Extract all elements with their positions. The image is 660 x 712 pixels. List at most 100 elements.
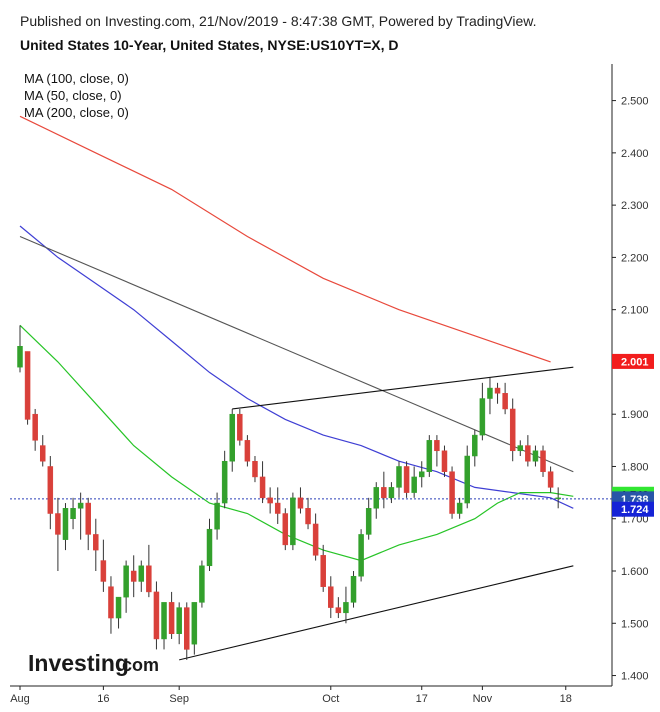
candle [487, 377, 493, 415]
chart-title: United States 10-Year, United States, NY… [20, 37, 399, 53]
price-badge-low: 1.724 [612, 501, 654, 517]
candle [290, 492, 296, 551]
candle [146, 544, 152, 598]
candle [358, 529, 364, 582]
candle [138, 560, 145, 592]
candle-body [191, 602, 198, 645]
candle-body [77, 502, 84, 509]
candle [130, 555, 137, 598]
candle-body [411, 476, 417, 493]
candle-body [434, 440, 440, 452]
candle [547, 466, 554, 493]
candle [85, 497, 91, 551]
candle-body [130, 570, 137, 582]
candle-body [502, 393, 508, 410]
logo-wordmark: Investing [28, 650, 129, 676]
ma50-layer [19, 324, 574, 562]
candle [123, 560, 129, 613]
candle-body [464, 455, 470, 504]
candle-body [100, 560, 107, 582]
candle [335, 597, 342, 619]
candle [502, 382, 508, 415]
ma100-layer [19, 225, 574, 509]
candle-body [176, 607, 182, 634]
candle-body [328, 586, 334, 608]
candle [274, 487, 281, 524]
candle [320, 544, 326, 592]
candle-body [388, 487, 395, 499]
candle-body [305, 508, 311, 525]
y-tick-label: 1.600 [621, 566, 649, 578]
candle [411, 466, 417, 498]
candle-body [244, 440, 251, 462]
candle [509, 398, 516, 462]
y-tick-label: 2.100 [621, 305, 649, 317]
candle [418, 461, 425, 488]
candle-body [123, 565, 129, 598]
price-badge-bg [612, 501, 654, 517]
candle-body [290, 497, 296, 546]
candle [555, 487, 561, 509]
y-tick-label: 1.900 [621, 409, 649, 421]
y-tick-label: 1.700 [621, 514, 649, 526]
candle-body [108, 586, 114, 619]
trendline-layer [19, 235, 574, 661]
candle-body [540, 450, 546, 472]
candle-body [532, 450, 539, 462]
candle [472, 429, 478, 467]
candle-body [146, 565, 152, 593]
candle-body [297, 497, 304, 509]
candle-body [214, 502, 220, 530]
candle-body [259, 476, 266, 499]
ma-legend: MA (100, close, 0) MA (50, close, 0) MA … [24, 71, 129, 120]
trendline-lower-channel [179, 565, 574, 661]
ma100-line [19, 225, 574, 509]
candle-body [396, 466, 402, 488]
candle [373, 482, 380, 519]
candle [297, 487, 304, 514]
candle-body [221, 460, 228, 504]
candle-body [555, 497, 561, 500]
y-tick-label: 2.500 [621, 96, 649, 108]
candle-body [184, 607, 190, 650]
candle [282, 508, 289, 551]
candle-body [138, 565, 145, 582]
candle [191, 602, 198, 655]
ma200-line [19, 115, 551, 363]
candle-body [62, 508, 69, 540]
candle [100, 539, 107, 592]
candle-body [456, 502, 463, 514]
candle-body [168, 602, 175, 634]
y-tick-label: 1.400 [621, 671, 649, 683]
candle [108, 576, 114, 634]
candle [70, 497, 76, 530]
candle [426, 435, 433, 477]
logo-suffix: .com [117, 655, 159, 675]
candle-body [206, 528, 213, 567]
candle [479, 382, 486, 441]
candle-body [47, 466, 54, 514]
candle [540, 445, 546, 477]
candle-body [449, 471, 455, 514]
candle-body [547, 471, 554, 488]
candle-body [267, 497, 273, 504]
candle [229, 408, 235, 472]
candle-body [494, 387, 501, 394]
candle [39, 435, 46, 467]
candle-body [282, 513, 289, 546]
candle [206, 518, 213, 572]
ma200-layer [19, 115, 551, 363]
candle-body [403, 466, 410, 493]
candle-body [24, 351, 31, 420]
x-axis: Aug 16 Sep Oct 17 Nov 18 [10, 686, 572, 705]
price-badge-text: 2.001 [621, 356, 649, 368]
trendline-resistance [19, 235, 574, 473]
candle [532, 445, 539, 467]
candle-body [320, 555, 326, 587]
candle-body [426, 440, 433, 472]
candle-body [70, 508, 76, 519]
y-tick-label: 2.300 [621, 200, 649, 212]
y-axis: 2.5002.4002.3002.2002.1002.0001.9001.800… [612, 96, 649, 683]
y-tick-label: 2.200 [621, 252, 649, 264]
